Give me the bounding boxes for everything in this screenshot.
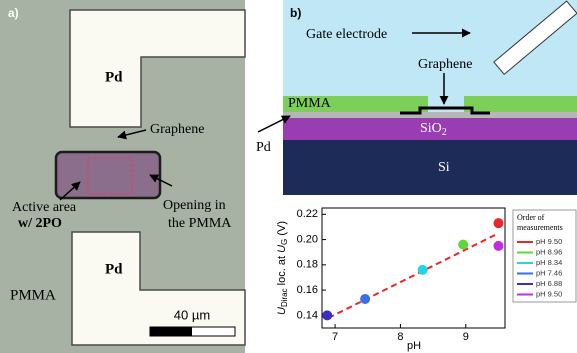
label: Graphene — [418, 57, 472, 72]
panel-label: b) — [290, 6, 301, 20]
y-axis-label: UDirac loc. at UG (V) — [276, 221, 289, 315]
point — [418, 265, 428, 275]
label-part: (V) — [276, 221, 288, 239]
label-part: loc. at — [276, 253, 288, 288]
label: Gate electrode — [306, 27, 387, 42]
label-part: U — [276, 245, 288, 253]
figure: a) Pd Pd Graphene Active area w/ 2PO Ope… — [0, 0, 577, 353]
si-layer — [283, 140, 577, 195]
plot-area — [322, 208, 505, 328]
y-tick-label: 0.16 — [297, 284, 318, 296]
label: Opening in — [163, 198, 226, 213]
legend-label: pH 6.88 — [536, 279, 562, 288]
legend-title: Order of — [517, 213, 545, 222]
label-part: SiO — [420, 121, 442, 136]
point — [360, 294, 370, 304]
label: Graphene — [150, 122, 204, 137]
panel-c: c) pH UDirac loc. at UG (V) 0.140.160.18… — [276, 208, 576, 352]
legend-label: pH 7.46 — [536, 268, 562, 277]
point — [493, 241, 503, 251]
y-tick-label: 0.18 — [297, 259, 318, 271]
point — [458, 240, 468, 250]
scale-label: 40 µm — [174, 307, 210, 322]
y-tick-label: 0.14 — [297, 309, 318, 321]
y-tick-label: 0.22 — [297, 208, 318, 220]
label-sub: Dirac — [280, 288, 289, 307]
label: the PMMA — [168, 216, 232, 231]
label: Pd — [105, 261, 123, 277]
legend-label: pH 8.34 — [536, 258, 562, 267]
label: PMMA — [288, 96, 332, 111]
y-tick-label: 0.20 — [297, 233, 318, 245]
legend-label: pH 9.50 — [536, 237, 562, 246]
label: Si — [438, 160, 450, 175]
scale-bar — [150, 327, 192, 336]
label: Active area — [12, 200, 77, 215]
label-part: U — [276, 307, 288, 315]
label: Pd — [105, 69, 123, 85]
label: Pd — [256, 140, 271, 155]
panel-a: a) Pd Pd Graphene Active area w/ 2PO Ope… — [0, 0, 245, 353]
point — [322, 310, 332, 320]
panel-b: b) Gate electrode Graphene PMMA SiO2 Si … — [256, 0, 577, 195]
opening — [56, 152, 160, 198]
x-axis-label: pH — [407, 340, 421, 352]
label: w/ 2PO — [18, 216, 62, 231]
panel-label: a) — [8, 6, 19, 20]
x-tick-label: 9 — [463, 331, 469, 343]
legend-title: measurements — [517, 223, 563, 232]
label: PMMA — [10, 287, 56, 303]
point — [493, 218, 503, 228]
legend-label: pH 8.96 — [536, 247, 562, 256]
graphene-layer — [283, 112, 577, 118]
label-sub: 2 — [442, 127, 447, 138]
legend-label: pH 9.50 — [536, 289, 562, 298]
x-tick-label: 7 — [332, 331, 338, 343]
opening — [428, 96, 464, 112]
x-tick-label: 8 — [397, 331, 403, 343]
